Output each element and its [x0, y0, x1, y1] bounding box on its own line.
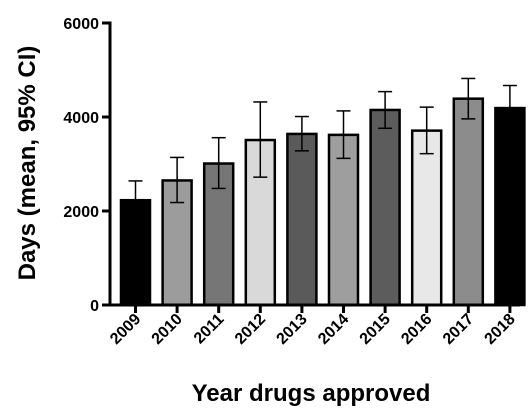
bar-2018 — [494, 106, 526, 307]
x-axis-title: Year drugs approved — [192, 380, 431, 407]
x-tick-label: 2014 — [315, 311, 352, 348]
x-tick-label: 2011 — [191, 311, 228, 348]
x-tick-label: 2009 — [107, 311, 144, 348]
x-tick-label: 2017 — [440, 311, 477, 348]
y-axis-title: Days (mean, 95% CI) — [14, 46, 41, 281]
bar-2014 — [327, 133, 360, 307]
bar-2016 — [410, 129, 443, 307]
x-tick-label: 2010 — [149, 311, 186, 348]
x-tick-label: 2015 — [357, 311, 394, 348]
bar-2015 — [369, 108, 401, 307]
x-ticks-group: 2009 2010 2011 2012 2013 2014 2015 2016 2017 2018 — [107, 305, 519, 348]
x-tick-label: 2013 — [274, 311, 311, 348]
bar-2013 — [286, 132, 318, 307]
bar-2012 — [244, 138, 277, 307]
y-tick-label: 2000 — [63, 204, 99, 221]
y-tick-label: 0 — [90, 298, 99, 315]
y-tick-label: 4000 — [63, 110, 99, 127]
y-ticks-group: 0 2000 4000 6000 — [63, 16, 110, 315]
error-bars-group — [128, 77, 517, 221]
x-tick-label: 2018 — [482, 311, 519, 348]
y-tick-label: 6000 — [63, 16, 99, 33]
x-tick-label: 2016 — [398, 311, 435, 348]
bar-2017 — [452, 97, 485, 307]
x-tick-label: 2012 — [232, 311, 269, 348]
